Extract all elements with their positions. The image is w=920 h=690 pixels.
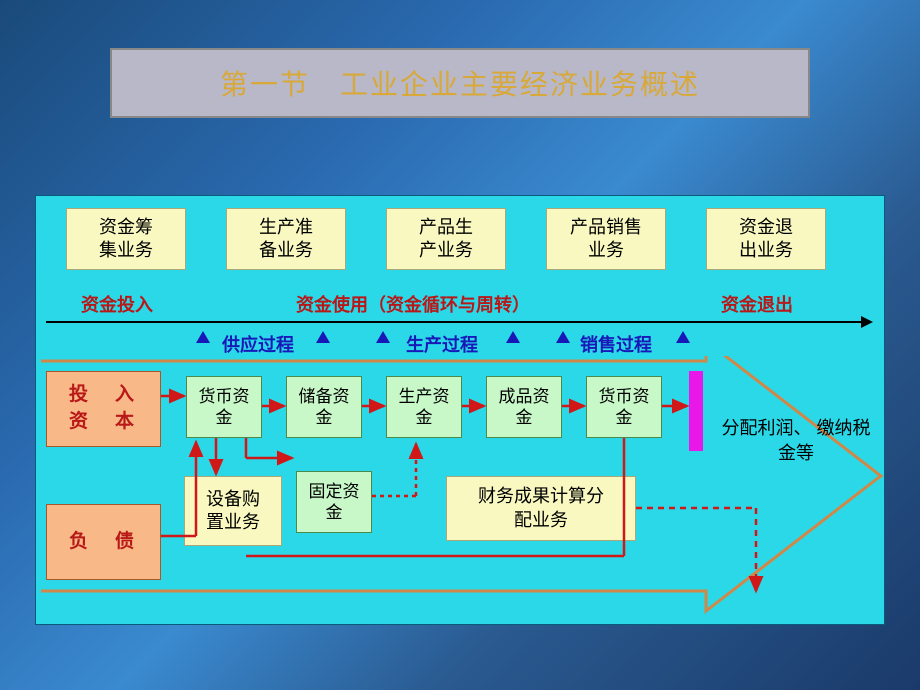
triangle-mark-5 <box>676 331 690 343</box>
phase-blue-0: 供应过程 <box>222 331 294 357</box>
flow-box-4: 货币资 金 <box>586 376 662 438</box>
top-box-2: 产品生 产业务 <box>386 208 506 270</box>
triangle-mark-4 <box>556 331 570 343</box>
left-block-1: 负 债 <box>46 504 161 580</box>
triangle-mark-0 <box>196 331 210 343</box>
flow-box-0: 货币资 金 <box>186 376 262 438</box>
triangle-mark-3 <box>506 331 520 343</box>
flow-box-1: 储备资 金 <box>286 376 362 438</box>
top-box-0: 资金筹 集业务 <box>66 208 186 270</box>
triangle-mark-1 <box>316 331 330 343</box>
top-box-3: 产品销售 业务 <box>546 208 666 270</box>
flow-box-5: 固定资 金 <box>296 471 372 533</box>
phase-red-0: 资金投入 <box>81 291 153 317</box>
page-title: 第一节 工业企业主要经济业务概述 <box>220 63 700 103</box>
triangle-mark-2 <box>376 331 390 343</box>
yellow-box-0: 设备购 置业务 <box>184 476 282 546</box>
phase-red-2: 资金退出 <box>721 291 793 317</box>
main-diagram-panel: 资金筹 集业务生产准 备业务产品生 产业务产品销售 业务资金退 出业务 资金投入… <box>35 195 885 625</box>
magenta-divider <box>689 371 703 451</box>
top-box-1: 生产准 备业务 <box>226 208 346 270</box>
left-block-0: 投 入 资 本 <box>46 371 161 447</box>
phase-blue-2: 销售过程 <box>580 331 652 357</box>
yellow-box-1: 财务成果计算分 配业务 <box>446 476 636 541</box>
phase-red-1: 资金使用（资金循环与周转） <box>296 291 530 317</box>
timeline-axis <box>46 321 871 323</box>
title-bar: 第一节 工业企业主要经济业务概述 <box>110 48 810 118</box>
flow-box-3: 成品资 金 <box>486 376 562 438</box>
top-box-4: 资金退 出业务 <box>706 208 826 270</box>
phase-blue-1: 生产过程 <box>406 331 478 357</box>
output-text: 分配利润、 缴纳税金等 <box>721 416 871 466</box>
flow-box-2: 生产资 金 <box>386 376 462 438</box>
